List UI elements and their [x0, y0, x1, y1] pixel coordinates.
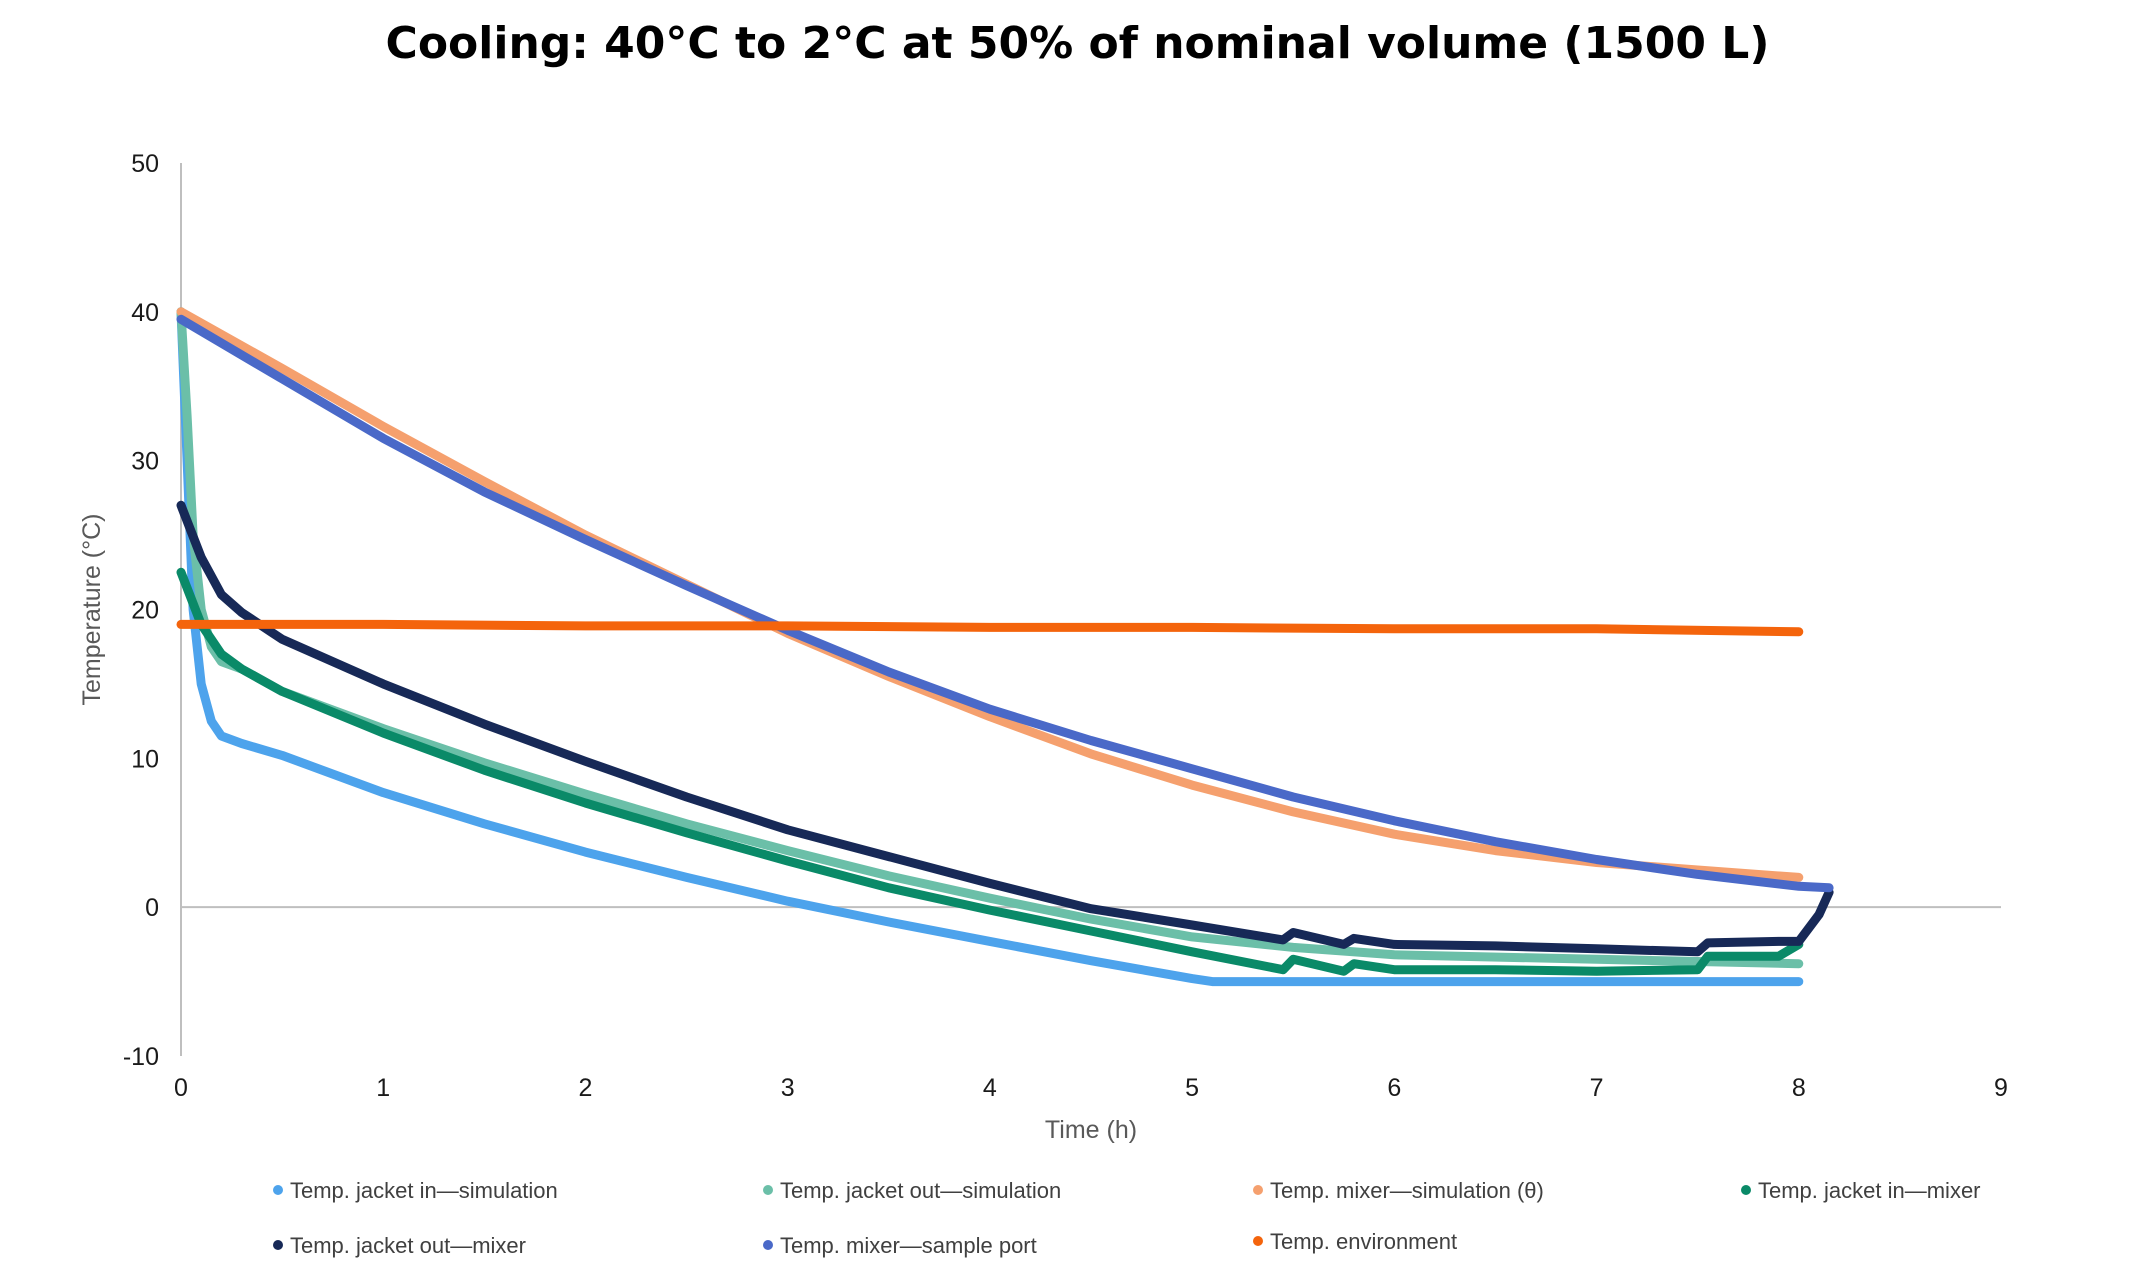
legend-label: Temp. jacket in—mixer — [1758, 1178, 1981, 1203]
x-tick-label: 4 — [983, 1074, 997, 1102]
legend-label: Temp. environment — [1270, 1229, 1457, 1254]
legend-marker — [1253, 1185, 1263, 1195]
legend-marker — [763, 1185, 773, 1195]
legend-marker — [1741, 1185, 1751, 1195]
series-line-5 — [176, 500, 1834, 957]
series-line-3 — [176, 307, 1804, 882]
x-tick-label: 0 — [174, 1074, 188, 1102]
y-tick-label: 20 — [131, 597, 159, 625]
x-tick-label: 9 — [1994, 1074, 2008, 1102]
legend-label: Temp. mixer—sample port — [780, 1233, 1037, 1258]
x-tick-label: 8 — [1792, 1074, 1806, 1102]
series-line-7 — [176, 619, 1804, 637]
x-tick-label: 7 — [1590, 1074, 1604, 1102]
x-axis-title: Time (h) — [1045, 1116, 1137, 1144]
legend-marker — [763, 1240, 773, 1250]
y-axis-title: Temperature (°C) — [78, 514, 106, 706]
series-line-1 — [176, 307, 1804, 987]
y-tick-label: -10 — [123, 1043, 159, 1071]
x-tick-label: 5 — [1185, 1074, 1199, 1102]
series-line-4 — [176, 567, 1804, 976]
y-tick-label: 0 — [145, 894, 159, 922]
legend-marker — [273, 1185, 283, 1195]
y-tick-label: 40 — [131, 299, 159, 327]
x-tick-label: 1 — [376, 1074, 390, 1102]
y-tick-label: 50 — [131, 150, 159, 178]
series-line-6 — [176, 314, 1834, 893]
legend-marker — [273, 1240, 283, 1250]
legend-label: Temp. jacket out—simulation — [780, 1178, 1061, 1203]
legend-label: Temp. mixer—simulation (θ) — [1270, 1178, 1544, 1203]
legend-label: Temp. jacket out—mixer — [290, 1233, 526, 1258]
y-tick-label: 30 — [131, 448, 159, 476]
series-line-2 — [176, 307, 1804, 969]
x-tick-label: 6 — [1387, 1074, 1401, 1102]
legend-marker — [1253, 1236, 1263, 1246]
legend-label: Temp. jacket in—simulation — [290, 1178, 558, 1203]
y-tick-label: 10 — [131, 745, 159, 773]
x-tick-label: 3 — [781, 1074, 795, 1102]
chart-title: Cooling: 40°C to 2°C at 50% of nominal v… — [385, 18, 1770, 69]
x-tick-label: 2 — [578, 1074, 592, 1102]
